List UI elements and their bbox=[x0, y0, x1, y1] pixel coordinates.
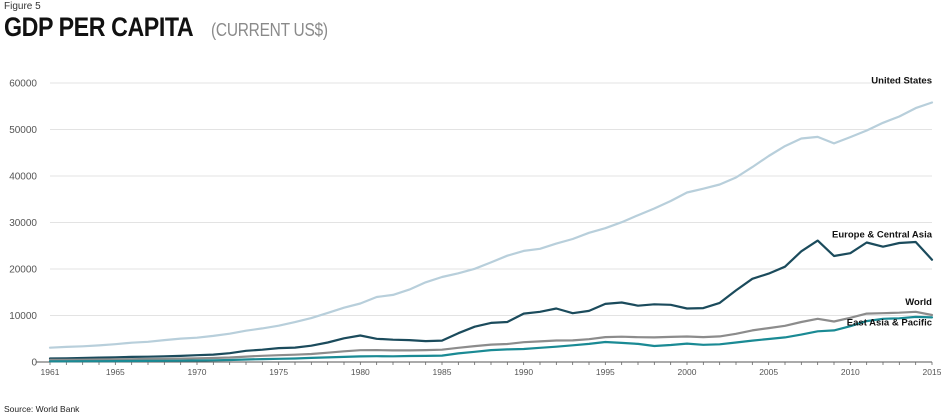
chart-title: GDP PER CAPITA bbox=[4, 12, 194, 42]
x-tick-label: 2005 bbox=[759, 367, 778, 377]
figure-label: Figure 5 bbox=[4, 1, 41, 12]
series-line bbox=[48, 310, 934, 361]
y-tick-label: 0 bbox=[31, 358, 37, 369]
series-label: Europe & Central Asia bbox=[832, 230, 933, 241]
x-tick-label: 1970 bbox=[188, 367, 207, 377]
x-axis: 1961 1965 1970 1975 1980 1985 1990 1995 2000 2005… bbox=[36, 361, 941, 377]
source-note: Source: World Bank bbox=[4, 404, 80, 414]
series-label: World bbox=[905, 297, 932, 308]
x-tick-label: 1995 bbox=[596, 367, 615, 377]
x-tick-label: 1985 bbox=[433, 367, 452, 377]
series-line bbox=[48, 315, 934, 363]
y-tick-label: 20000 bbox=[9, 265, 37, 276]
y-tick-label: 10000 bbox=[9, 311, 37, 322]
y-tick-label: 50000 bbox=[9, 125, 37, 136]
chart-subtitle: (CURRENT US$) bbox=[210, 20, 328, 40]
series-lines bbox=[48, 101, 934, 363]
x-tick-label: 2015 bbox=[923, 367, 941, 377]
x-tick-label: 1980 bbox=[351, 367, 370, 377]
x-tick-label: 1965 bbox=[106, 367, 125, 377]
x-tick-label: 1990 bbox=[514, 367, 533, 377]
y-tick-label: 40000 bbox=[9, 172, 37, 183]
y-tick-label: 60000 bbox=[9, 79, 37, 90]
series-label: United States bbox=[871, 76, 932, 87]
gridlines bbox=[50, 82, 932, 316]
x-tick-label: 2000 bbox=[678, 367, 697, 377]
y-tick-label: 30000 bbox=[9, 218, 37, 229]
y-axis-ticks: 0 10000 20000 30000 40000 50000 60000 bbox=[9, 79, 37, 369]
x-tick-label: 1975 bbox=[269, 367, 288, 377]
series-line bbox=[48, 101, 934, 349]
series-label: East Asia & Pacific bbox=[847, 317, 932, 328]
series-labels: United States Europe & Central Asia World E… bbox=[832, 76, 933, 329]
chart-title-block: GDP PER CAPITA (CURRENT US$) bbox=[4, 12, 346, 43]
x-tick-label: 1961 bbox=[41, 367, 60, 377]
series-line bbox=[48, 239, 934, 360]
x-tick-label: 2010 bbox=[841, 367, 860, 377]
